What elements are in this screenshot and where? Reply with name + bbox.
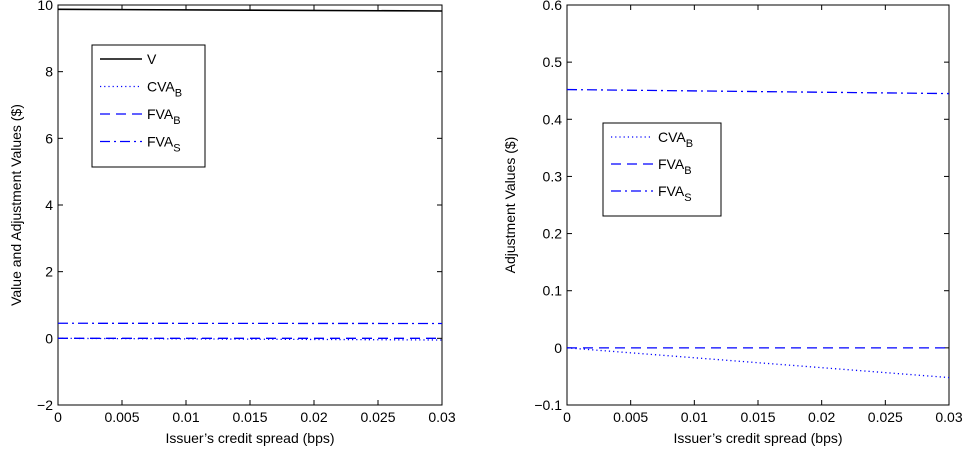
legend-entry: FVAS bbox=[658, 183, 692, 204]
y-tick-label: 8 bbox=[45, 64, 53, 80]
legend-subscript: B bbox=[686, 138, 693, 150]
legend-name: FVA bbox=[658, 183, 685, 199]
y-axis-label: Value and Adjustment Values ($) bbox=[8, 104, 24, 306]
x-tick-label: 0 bbox=[54, 409, 62, 425]
legend-entry: CVAB bbox=[658, 129, 693, 150]
x-tick-label: 0.005 bbox=[613, 409, 648, 425]
series-line-fva-s bbox=[567, 88, 949, 95]
y-tick-label: 0 bbox=[554, 340, 562, 356]
series-line-cva-b bbox=[567, 347, 949, 379]
x-axis-label: Issuer’s credit spread (bps) bbox=[673, 430, 842, 446]
y-tick-label: 10 bbox=[37, 0, 53, 13]
y-tick-label: 0.2 bbox=[543, 226, 563, 242]
x-tick-label: 0.02 bbox=[300, 409, 327, 425]
y-tick-label: 0.1 bbox=[543, 283, 563, 299]
legend-entry: FVAB bbox=[147, 106, 181, 127]
series-line-v bbox=[58, 8, 442, 12]
x-tick-label: 0.025 bbox=[868, 409, 903, 425]
legend-subscript: S bbox=[684, 192, 691, 204]
x-tick-label: 0.02 bbox=[808, 409, 835, 425]
y-tick-label: 0 bbox=[45, 330, 53, 346]
legend-name: V bbox=[147, 51, 157, 67]
x-tick-label: 0.01 bbox=[681, 409, 708, 425]
x-tick-label: 0.01 bbox=[172, 409, 199, 425]
legend-name: FVA bbox=[147, 106, 174, 122]
y-axis-label: Adjustment Values ($) bbox=[502, 137, 518, 274]
chart-2: 0 0.005 0.01 0.015 0.02 0.025 0.03−0.100.10.20… bbox=[502, 0, 963, 446]
y-tick-label: −2 bbox=[37, 397, 53, 413]
legend-entry: FVAB bbox=[658, 156, 692, 177]
x-tick-label: 0.005 bbox=[104, 409, 139, 425]
x-tick-label: 0.015 bbox=[740, 409, 775, 425]
y-tick-label: 0.3 bbox=[543, 168, 563, 184]
x-tick-label: 0.03 bbox=[935, 409, 962, 425]
legend-name: FVA bbox=[147, 134, 174, 150]
y-tick-label: 2 bbox=[45, 264, 53, 280]
x-tick-label: 0.03 bbox=[428, 409, 455, 425]
y-tick-label: 0.5 bbox=[543, 54, 563, 70]
legend-name: FVA bbox=[658, 156, 685, 172]
legend-subscript: B bbox=[684, 165, 691, 177]
y-tick-label: 6 bbox=[45, 130, 53, 146]
y-tick-label: −0.1 bbox=[534, 397, 562, 413]
legend-name: CVA bbox=[147, 79, 175, 95]
legend-box bbox=[602, 122, 722, 217]
legend-subscript: B bbox=[175, 88, 182, 100]
x-tick-label: 0.025 bbox=[360, 409, 395, 425]
legend-entry: FVAS bbox=[147, 134, 181, 155]
x-axis-label: Issuer’s credit spread (bps) bbox=[165, 430, 334, 446]
legend-name: CVA bbox=[658, 129, 686, 145]
x-tick-label: 0 bbox=[563, 409, 571, 425]
legend-entry: V bbox=[147, 51, 157, 67]
x-tick-label: 0.015 bbox=[232, 409, 267, 425]
legend-box bbox=[91, 44, 206, 168]
legend-subscript: B bbox=[173, 115, 180, 127]
legend-entry: CVAB bbox=[147, 79, 182, 100]
y-tick-label: 4 bbox=[45, 197, 53, 213]
y-tick-label: 0.4 bbox=[543, 111, 563, 127]
legend-subscript: S bbox=[173, 143, 180, 155]
y-tick-label: 0.6 bbox=[543, 0, 563, 13]
chart-1: 0 0.005 0.01 0.015 0.02 0.025 0.03−20246810Iss… bbox=[8, 0, 456, 446]
